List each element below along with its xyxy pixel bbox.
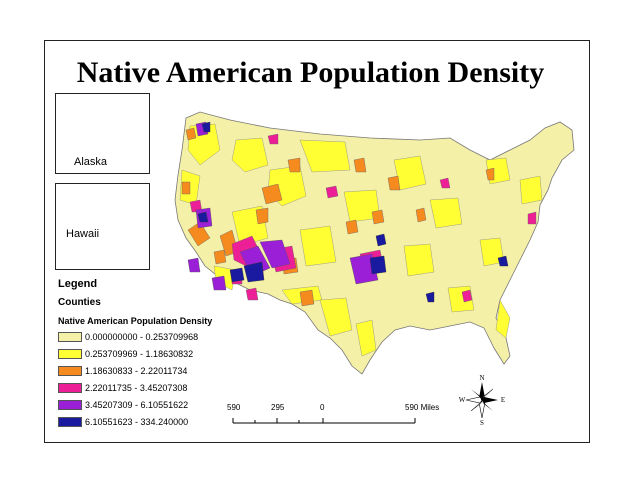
legend-subtitle: Counties (58, 297, 101, 308)
legend-label: 3.45207309 - 6.10551622 (85, 399, 189, 410)
legend-item: 2.22011735 - 3.45207308 (58, 382, 187, 393)
legend-item: 3.45207309 - 6.10551622 (58, 399, 188, 410)
legend-swatch (58, 382, 82, 393)
legend-swatch (58, 416, 82, 427)
legend-label: 0.253709969 - 1.18630832 (85, 348, 194, 359)
legend-swatch (58, 331, 82, 342)
scale-label: 590 (227, 403, 241, 412)
map-title: Native American Population Density (76, 56, 545, 89)
legend-swatch (58, 399, 82, 410)
compass-n: N (479, 374, 484, 382)
legend-item: 0.253709969 - 1.18630832 (58, 348, 193, 359)
legend-field-name: Native American Population Density (58, 316, 213, 326)
scale-label: 0 (320, 403, 325, 412)
scale-label: 590 Miles (405, 403, 440, 412)
legend-item: 6.10551623 - 334.240000 (58, 416, 188, 427)
compass-e: E (501, 396, 505, 404)
legend-swatch (58, 365, 82, 376)
north-arrow-icon: N S E W (459, 374, 505, 426)
legend-item: 0.000000000 - 0.253709968 (58, 331, 198, 342)
scale-label: 295 (271, 403, 285, 412)
legend-label: 6.10551623 - 334.240000 (85, 416, 189, 427)
legend-label: 0.000000000 - 0.253709968 (85, 331, 199, 342)
alaska-inset: Alaska (55, 93, 150, 174)
alaska-label: Alaska (74, 156, 108, 168)
legend-title: Legend (58, 278, 98, 290)
scale-bar: 590 295 0 590 Miles (225, 403, 445, 433)
legend-swatch (58, 348, 82, 359)
compass-s: S (480, 419, 484, 426)
density-class-6-regions (197, 121, 509, 303)
legend-label: 2.22011735 - 3.45207308 (85, 382, 188, 393)
hawaii-label: Hawaii (66, 228, 100, 240)
legend-label: 1.18630833 - 2.22011734 (85, 365, 188, 376)
legend-item: 1.18630833 - 2.22011734 (58, 365, 187, 376)
compass-w: W (459, 396, 466, 404)
scale-bar-graphic (232, 418, 416, 424)
hawaii-inset: Hawaii (55, 183, 150, 270)
